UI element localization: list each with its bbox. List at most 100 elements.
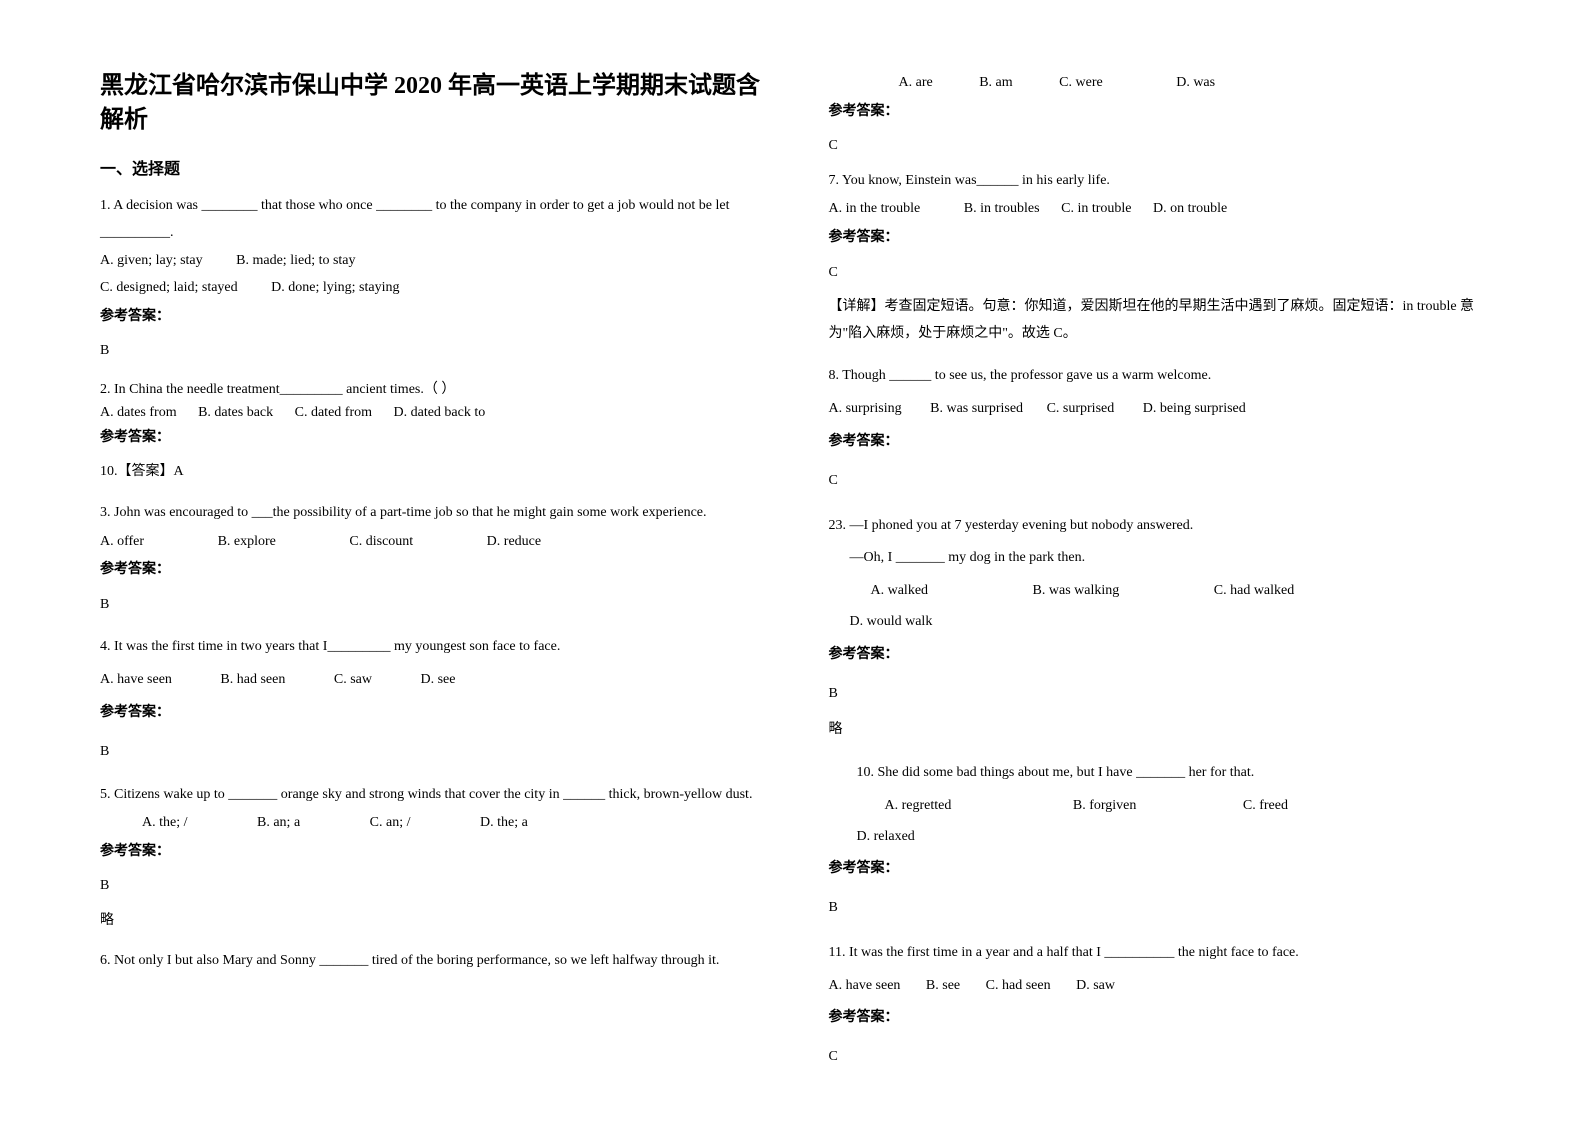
q4-answer-label: 参考答案：: [100, 698, 769, 729]
q7-answer-label: 参考答案：: [829, 225, 1498, 252]
q4-text: 4. It was the first time in two years th…: [100, 632, 769, 663]
q5-answer: B: [100, 873, 769, 900]
q23-answer-label: 参考答案：: [829, 640, 1498, 671]
q3-options: A. offer B. explore C. discount D. reduc…: [100, 529, 769, 556]
q5-optC: C. an; /: [349, 810, 411, 837]
q10-optC: C. freed: [1215, 791, 1288, 822]
q2-options: A. dates from B. dates back C. dated fro…: [100, 402, 769, 423]
q11-options: A. have seen B. see C. had seen D. saw: [829, 971, 1498, 1002]
q5-options: A. the; / B. an; a C. an; / D. the; a: [100, 810, 769, 837]
question-3: 3. John was encouraged to ___the possibi…: [100, 500, 769, 626]
q7-optA: A. in the trouble: [829, 196, 921, 223]
question-11: 11. It was the first time in a year and …: [829, 938, 1498, 1081]
q8-optA: A. surprising: [829, 394, 902, 425]
q10-answer: B: [829, 893, 1498, 924]
question-6: 6. Not only I but also Mary and Sonny __…: [100, 948, 769, 977]
q4-optC: C. saw: [334, 665, 372, 696]
q23-text1: 23. —I phoned you at 7 yesterday evening…: [829, 511, 1498, 542]
q8-optC: C. surprised: [1047, 394, 1115, 425]
question-5: 5. Citizens wake up to _______ orange sk…: [100, 782, 769, 943]
q3-optC: C. discount: [349, 529, 413, 556]
q1-options-row1: A. given; lay; stay B. made; lied; to st…: [100, 248, 769, 275]
question-2: 2. In China the needle treatment________…: [100, 379, 769, 494]
q10-optD: D. relaxed: [829, 822, 915, 853]
q7-answer: C: [829, 260, 1498, 287]
question-7: 7. You know, Einstein was______ in his e…: [829, 168, 1498, 356]
q1-options-row2: C. designed; laid; stayed D. done; lying…: [100, 275, 769, 302]
q2-optA: A. dates from: [100, 402, 177, 423]
q1-optB: B. made; lied; to stay: [236, 248, 355, 275]
q6-text: 6. Not only I but also Mary and Sonny __…: [100, 948, 769, 975]
q8-optB: B. was surprised: [930, 394, 1023, 425]
q23-optA: A. walked: [850, 576, 929, 607]
q6-answer-label: 参考答案：: [829, 99, 1498, 126]
q7-optD: D. on trouble: [1153, 196, 1227, 223]
q8-answer-label: 参考答案：: [829, 427, 1498, 458]
q23-options: A. walked B. was walking C. had walked D…: [829, 576, 1498, 638]
q11-optD: D. saw: [1076, 971, 1115, 1002]
q5-optB: B. an; a: [236, 810, 300, 837]
right-column: A. are B. am C. were D. was 参考答案： C 7. Y…: [829, 70, 1498, 1082]
q10-text: 10. She did some bad things about me, bu…: [829, 758, 1498, 789]
q2-optC: C. dated from: [295, 402, 372, 423]
q7-text: 7. You know, Einstein was______ in his e…: [829, 168, 1498, 195]
q4-options: A. have seen B. had seen C. saw D. see: [100, 665, 769, 696]
document-title: 黑龙江省哈尔滨市保山中学 2020 年高一英语上学期期末试题含解析: [100, 70, 769, 137]
q11-optB: B. see: [926, 971, 960, 1002]
q11-answer-label: 参考答案：: [829, 1003, 1498, 1034]
q8-optD: D. being surprised: [1143, 394, 1246, 425]
q11-text: 11. It was the first time in a year and …: [829, 938, 1498, 969]
q2-text: 2. In China the needle treatment________…: [100, 379, 769, 400]
q3-answer: B: [100, 592, 769, 619]
q4-optD: D. see: [420, 665, 455, 696]
q8-options: A. surprising B. was surprised C. surpri…: [829, 394, 1498, 425]
q2-answer-label: 参考答案：: [100, 425, 769, 452]
q5-text: 5. Citizens wake up to _______ orange sk…: [100, 782, 769, 809]
q3-optB: B. explore: [218, 529, 276, 556]
q23-note: 略: [829, 717, 1498, 744]
q3-text: 3. John was encouraged to ___the possibi…: [100, 500, 769, 527]
q10-optB: B. forgiven: [1045, 791, 1137, 822]
q1-optD: D. done; lying; staying: [271, 275, 399, 302]
section-header: 一、选择题: [100, 155, 769, 179]
question-8: 8. Though ______ to see us, the professo…: [829, 361, 1498, 504]
q7-options: A. in the trouble B. in troubles C. in t…: [829, 196, 1498, 223]
q6-options: A. are B. am C. were D. was: [829, 70, 1498, 97]
q2-optB: B. dates back: [198, 402, 273, 423]
q4-answer: B: [100, 737, 769, 768]
question-1: 1. A decision was ________ that those wh…: [100, 193, 769, 373]
q11-answer: C: [829, 1042, 1498, 1073]
q10-optA: A. regretted: [857, 791, 952, 822]
q7-explain: 【详解】考查固定短语。句意：你知道，爱因斯坦在他的早期生活中遇到了麻烦。固定短语…: [829, 294, 1498, 347]
q8-answer: C: [829, 466, 1498, 497]
q4-optA: A. have seen: [100, 665, 172, 696]
q2-optD: D. dated back to: [394, 402, 486, 423]
q5-optA: A. the; /: [121, 810, 188, 837]
q6-optB: B. am: [944, 70, 1012, 97]
q7-optB: B. in troubles: [964, 196, 1040, 223]
q1-optC: C. designed; laid; stayed: [100, 275, 238, 302]
question-4: 4. It was the first time in two years th…: [100, 632, 769, 775]
q1-answer: B: [100, 338, 769, 365]
q7-optC: C. in trouble: [1061, 196, 1131, 223]
question-10: 10. She did some bad things about me, bu…: [829, 758, 1498, 932]
q23-text2: —Oh, I _______ my dog in the park then.: [829, 543, 1498, 574]
q10-options: A. regretted B. forgiven C. freed D. rel…: [829, 791, 1498, 853]
q6-answer: C: [829, 133, 1498, 160]
q2-answer: 10.【答案】A: [100, 459, 769, 486]
q1-optA: A. given; lay; stay: [100, 248, 203, 275]
q5-answer-label: 参考答案：: [100, 839, 769, 866]
q23-optC: C. had walked: [1193, 576, 1294, 607]
q1-text: 1. A decision was ________ that those wh…: [100, 193, 769, 246]
q3-optD: D. reduce: [487, 529, 541, 556]
q4-optB: B. had seen: [220, 665, 285, 696]
q10-answer-label: 参考答案：: [829, 854, 1498, 885]
q11-optA: A. have seen: [829, 971, 901, 1002]
q23-optB: B. was walking: [1012, 576, 1120, 607]
q5-note: 略: [100, 908, 769, 935]
q8-text: 8. Though ______ to see us, the professo…: [829, 361, 1498, 392]
q3-optA: A. offer: [100, 529, 144, 556]
q23-optD: D. would walk: [829, 607, 933, 638]
q6-optC: C. were: [1024, 70, 1103, 97]
q23-answer: B: [829, 679, 1498, 710]
